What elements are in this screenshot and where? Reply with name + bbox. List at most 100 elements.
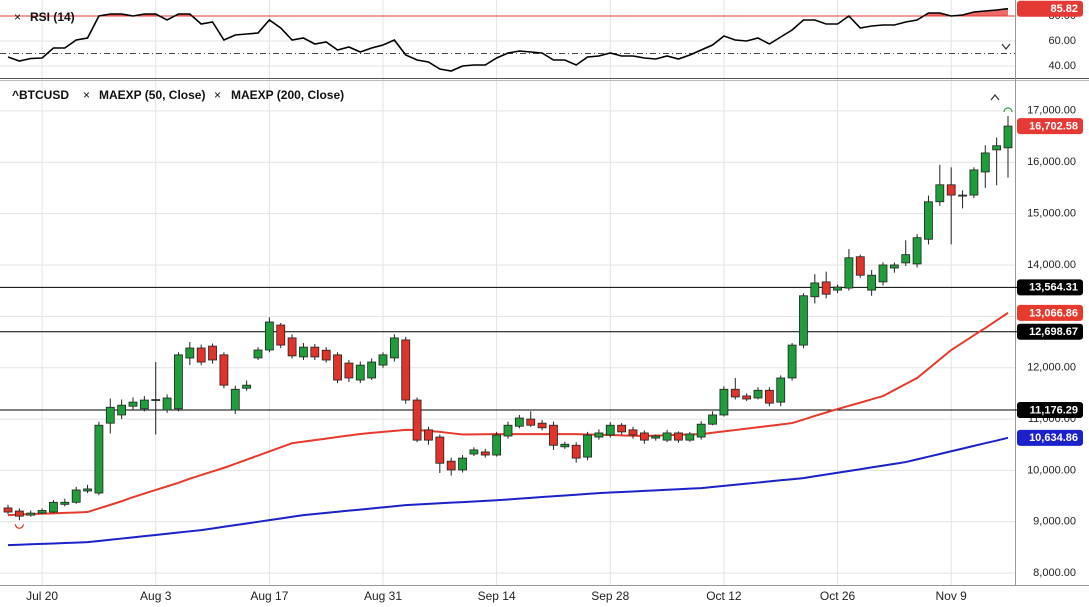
candle-body [787, 344, 797, 379]
candle-body [333, 354, 342, 381]
candle-body [196, 347, 206, 363]
x-tick-label: Aug 31 [364, 589, 402, 603]
candle-body [764, 389, 774, 404]
legend-close-icon[interactable]: × [214, 88, 221, 102]
price-tag [1017, 0, 1083, 17]
candle-body [14, 510, 24, 517]
candle-body [412, 399, 422, 441]
candle-body [276, 324, 286, 346]
candle-body [253, 349, 263, 359]
candle-body [162, 397, 172, 411]
candle-body [935, 184, 945, 203]
candle-body [662, 432, 672, 441]
candle-body [355, 364, 365, 381]
candle-body [503, 424, 513, 437]
candle-body [537, 422, 547, 429]
candle-body [151, 399, 161, 401]
rsi-panel [0, 7, 1015, 72]
x-tick-label: Aug 17 [250, 589, 288, 603]
price-tag [1017, 429, 1083, 446]
candle-body [344, 362, 354, 379]
price-tag [1017, 118, 1083, 135]
candle-body [492, 434, 502, 456]
y-tick-label: 10,000.00 [1027, 464, 1076, 476]
candle-body [37, 510, 47, 514]
x-tick-label: Oct 26 [820, 589, 856, 603]
candle-body [799, 295, 808, 346]
candle-body [810, 282, 820, 298]
y-tick-label: 15,000.00 [1027, 207, 1076, 219]
legend: × RSI (14) ^BTCUSD × MAEXP (50, Close) ×… [12, 10, 1011, 102]
price-tag-label: 85.82 [1050, 3, 1078, 15]
x-tick-label: Nov 9 [936, 589, 968, 603]
price-tag-label: 10,634.86 [1029, 432, 1078, 444]
candle-body [696, 423, 706, 438]
moving-average-line [7, 312, 1009, 517]
y-tick-label: 9,000.00 [1033, 516, 1076, 528]
candle-body [969, 169, 979, 196]
candle-body [708, 414, 717, 425]
candle-body [287, 337, 297, 357]
candle-body [185, 347, 195, 359]
candle-body [980, 152, 990, 173]
candle-body [833, 286, 842, 291]
candle-body [605, 424, 615, 436]
candle-body [583, 434, 592, 458]
x-tick-label: Oct 12 [706, 589, 742, 603]
legend-label: MAEXP (50, Close) [99, 88, 205, 102]
candle-body [401, 339, 411, 401]
price-tag [1017, 304, 1083, 321]
candle-body [94, 424, 104, 494]
candle-body [117, 404, 127, 416]
candle-body [446, 460, 456, 471]
candle-body [719, 388, 729, 416]
candle-body [514, 417, 524, 427]
candle-body [230, 388, 240, 411]
legend-close-icon[interactable]: × [14, 10, 21, 24]
price-tag [1017, 279, 1083, 296]
price-panel [0, 107, 1015, 547]
x-tick-label: Sep 28 [591, 589, 629, 603]
price-tag-label: 13,564.31 [1029, 282, 1078, 294]
candle-body [560, 443, 570, 448]
moving-average-line [7, 436, 1009, 547]
candle-body [617, 424, 627, 433]
candle-body [889, 264, 899, 269]
legend-label: MAEXP (200, Close) [231, 88, 344, 102]
candle-body [855, 256, 865, 276]
candle-body [901, 254, 911, 264]
candle-body [174, 354, 183, 410]
candle-body [946, 184, 956, 196]
candle-body [105, 406, 115, 424]
collapse-icon[interactable] [1001, 43, 1011, 50]
candle-body [844, 257, 854, 289]
candle-body [310, 346, 320, 358]
candle-body [367, 361, 377, 379]
legend-label: ^BTCUSD [12, 88, 69, 102]
legend-close-icon[interactable]: × [83, 88, 90, 102]
candle-body [685, 433, 695, 441]
x-tick-label: Aug 3 [140, 589, 172, 603]
candle-body [469, 449, 479, 455]
price-tag-label: 16,702.58 [1029, 121, 1078, 133]
collapse-icon[interactable] [990, 94, 1000, 101]
candle-body [821, 281, 831, 295]
legend-label: RSI (14) [30, 10, 75, 24]
price-tag [1017, 323, 1083, 340]
x-tick-label: Jul 20 [26, 589, 58, 603]
y-tick-label: 17,000.00 [1027, 105, 1076, 117]
candle-body [1003, 125, 1013, 149]
candle-body [264, 321, 274, 351]
candle-body [139, 399, 149, 410]
y-tick-label: 60.00 [1048, 35, 1076, 47]
candle-body [378, 354, 388, 366]
candle-body [242, 384, 252, 389]
price-tag [1017, 402, 1083, 419]
rsi-line [7, 7, 1009, 72]
y-tick-label: 16,000.00 [1027, 156, 1076, 168]
y-tick-label: 14,000.00 [1027, 259, 1076, 271]
candle-body [3, 507, 13, 513]
overbought-area [8, 8, 1008, 16]
candle-body [60, 501, 70, 505]
